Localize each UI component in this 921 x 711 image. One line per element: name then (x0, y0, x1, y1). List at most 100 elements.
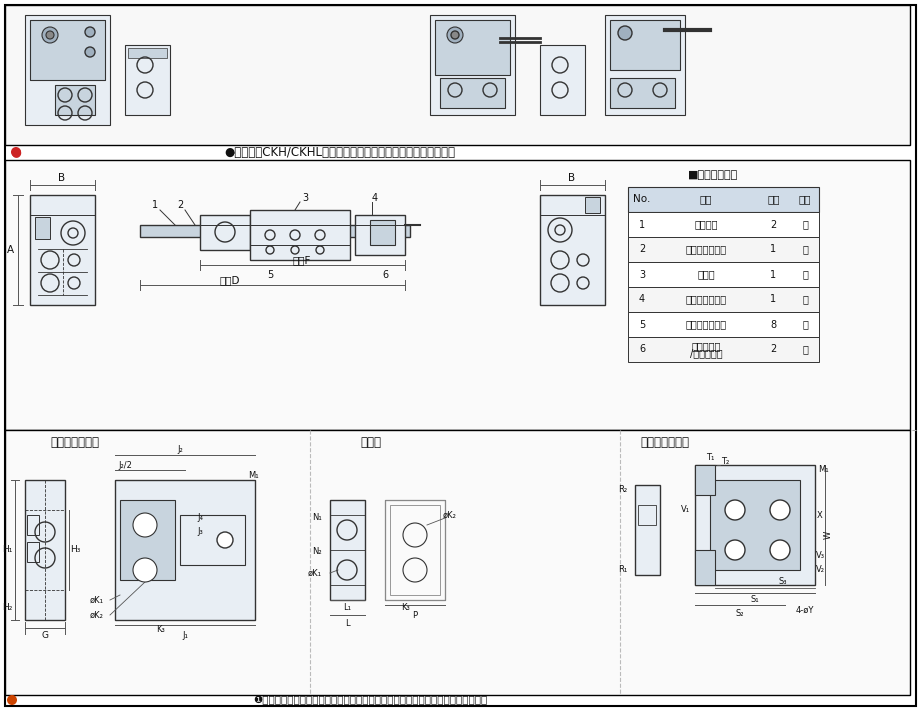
Text: B: B (568, 173, 576, 183)
Bar (30, 20, 105, 80)
Bar (30, 20, 105, 80)
Circle shape (725, 540, 745, 560)
Bar (55, 85, 95, 115)
Text: K₃: K₃ (156, 626, 164, 634)
Text: J₄: J₄ (197, 513, 203, 523)
Text: SMC: SMC (186, 333, 374, 407)
Bar (628, 187, 819, 212)
Bar (610, 20, 680, 70)
Text: 后端行程调整器: 后端行程调整器 (640, 436, 689, 449)
Bar (605, 15, 685, 115)
Text: 1: 1 (771, 269, 776, 279)
Text: ❶: ❶ (7, 695, 17, 705)
Text: 碰撞块: 碰撞块 (697, 269, 715, 279)
Text: ❶示意图为标准型，对称型的仅后端行程调整器与标准型完全对称，其余零件相同。: ❶示意图为标准型，对称型的仅后端行程调整器与标准型完全对称，其余零件相同。 (253, 695, 487, 705)
Bar (695, 550, 715, 585)
Bar (125, 45, 170, 115)
Bar (5, 160, 910, 430)
Bar (430, 15, 515, 115)
Text: 碰撞块: 碰撞块 (360, 436, 381, 449)
Text: 最大F: 最大F (293, 255, 311, 265)
Bar (540, 195, 605, 305)
Text: 3: 3 (639, 269, 645, 279)
Bar (628, 262, 819, 287)
Bar (370, 220, 395, 245)
Circle shape (770, 540, 790, 560)
Text: K₃: K₃ (401, 604, 409, 612)
Circle shape (46, 31, 54, 39)
Circle shape (133, 558, 157, 582)
Bar (5, 430, 910, 695)
Text: 橡胶头螺丝: 橡胶头螺丝 (692, 341, 721, 351)
Text: J₂: J₂ (177, 446, 183, 454)
Text: M₁: M₁ (248, 471, 258, 479)
Bar (628, 337, 819, 362)
Circle shape (7, 695, 17, 705)
Bar (628, 237, 819, 262)
Bar (440, 78, 505, 108)
Circle shape (447, 27, 463, 43)
Circle shape (85, 27, 95, 37)
Text: 个: 个 (802, 345, 808, 355)
Text: øK₂: øK₂ (443, 510, 457, 520)
Text: 1: 1 (152, 200, 158, 210)
Text: 单位: 单位 (799, 195, 811, 205)
Circle shape (42, 27, 58, 43)
Bar (695, 465, 815, 585)
Text: 6: 6 (639, 345, 645, 355)
Text: V₂: V₂ (815, 565, 824, 574)
Bar (585, 197, 600, 213)
Text: ●本产品和CKH/CKHL滑台气缸配套使用，起到调整行程的作用。: ●本产品和CKH/CKHL滑台气缸配套使用，起到调整行程的作用。 (225, 146, 456, 159)
Bar (140, 225, 410, 237)
Text: No.: No. (634, 195, 651, 205)
Text: 数量: 数量 (767, 195, 780, 205)
Text: H₁: H₁ (2, 545, 12, 555)
Circle shape (725, 500, 745, 520)
Bar (540, 45, 585, 115)
Text: A: A (6, 245, 14, 255)
Text: S₃: S₃ (779, 577, 787, 587)
Bar (628, 287, 819, 312)
Text: 4-øY: 4-øY (796, 606, 814, 614)
Text: 1: 1 (771, 294, 776, 304)
Bar (390, 505, 440, 595)
Text: 后端行程调整器: 后端行程调整器 (685, 294, 727, 304)
Text: G: G (41, 631, 49, 639)
Bar (30, 195, 95, 305)
Text: /油压缓冲器: /油压缓冲器 (690, 348, 722, 358)
Bar (180, 515, 245, 565)
Bar (25, 480, 65, 620)
Text: 8: 8 (771, 319, 776, 329)
Text: 最大D: 最大D (220, 275, 240, 285)
Bar (120, 500, 175, 580)
Text: 固定螺母: 固定螺母 (694, 220, 717, 230)
Bar (435, 20, 510, 75)
Text: J₂/2: J₂/2 (118, 461, 132, 469)
Text: 品名: 品名 (700, 195, 712, 205)
Bar (710, 480, 800, 570)
Bar (635, 485, 660, 575)
Text: 前端行程调整器: 前端行程调整器 (50, 436, 99, 449)
Text: ■每套零件清单: ■每套零件清单 (688, 170, 739, 180)
Text: W: W (823, 531, 833, 539)
Bar (27, 515, 39, 535)
Bar (115, 480, 255, 620)
Text: øK₁: øK₁ (90, 596, 104, 604)
Text: 前端行程调整器: 前端行程调整器 (685, 245, 727, 255)
Bar (35, 217, 50, 239)
Text: 2: 2 (770, 345, 776, 355)
Text: 5: 5 (639, 319, 645, 329)
Text: ●: ● (10, 146, 21, 159)
Text: V₁: V₁ (681, 506, 690, 515)
Text: 个: 个 (802, 319, 808, 329)
Text: H₂: H₂ (2, 602, 12, 611)
Bar (330, 500, 365, 600)
Text: 内六角杯头螺丝: 内六角杯头螺丝 (685, 319, 727, 329)
Bar (385, 500, 445, 600)
Text: 1: 1 (639, 220, 645, 230)
Text: øK₁: øK₁ (308, 569, 322, 577)
Bar (5, 5, 910, 145)
Bar (638, 505, 656, 525)
Bar (27, 542, 39, 562)
Text: 4: 4 (639, 294, 645, 304)
